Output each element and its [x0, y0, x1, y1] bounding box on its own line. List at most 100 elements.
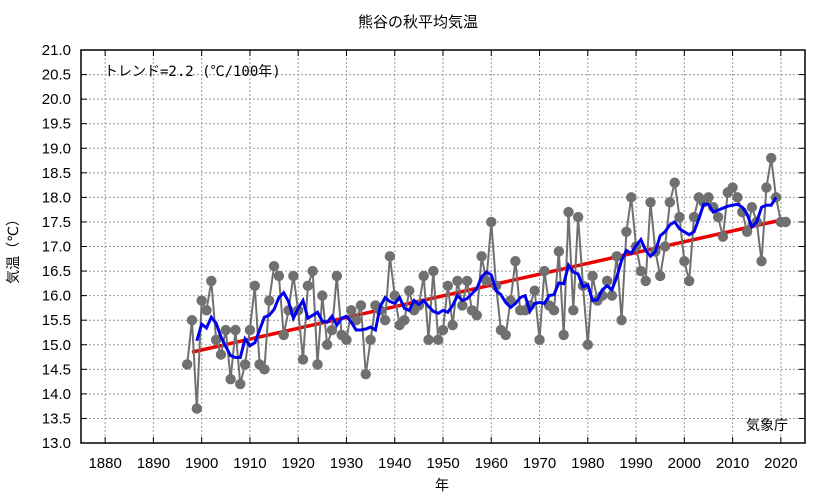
y-tick-label: 15.0 — [42, 337, 71, 354]
annual-point — [341, 334, 352, 346]
annual-point — [288, 270, 299, 282]
annual-point — [626, 192, 637, 203]
annual-point — [404, 285, 415, 296]
annual-point — [442, 280, 454, 291]
annual-point — [326, 324, 338, 336]
annual-point — [249, 280, 260, 291]
annual-point — [321, 339, 333, 350]
y-tick-label: 19.5 — [42, 116, 71, 133]
grid — [81, 50, 805, 443]
annual-point — [582, 339, 593, 350]
annual-point — [640, 275, 651, 287]
annual-point — [259, 364, 270, 375]
annual-point — [741, 226, 753, 237]
annual-point — [476, 251, 487, 262]
annual-point — [679, 256, 690, 267]
y-tick-label: 17.5 — [42, 214, 71, 231]
chart-title: 熊谷の秋平均気温 — [358, 13, 478, 31]
annual-point — [235, 378, 246, 390]
annual-point — [669, 177, 680, 188]
annual-point — [486, 216, 497, 228]
annual-point — [568, 305, 579, 316]
annual-point — [558, 329, 569, 341]
x-tick-label: 2020 — [764, 455, 797, 472]
annual-point — [206, 275, 217, 287]
annual-point — [437, 324, 449, 336]
x-tick-label: 1930 — [330, 455, 363, 472]
annual-point — [423, 334, 434, 346]
annual-point — [239, 359, 251, 370]
plot-frame — [80, 49, 806, 444]
annual-point — [756, 256, 767, 267]
annual-point — [674, 211, 685, 223]
running-mean-series — [195, 196, 778, 359]
annual-point — [481, 275, 492, 287]
annual-point — [230, 324, 241, 336]
trend-annotation: トレンド=2.2 (℃/100年) — [104, 64, 281, 80]
x-axis-title: 年 — [435, 478, 449, 494]
x-tick-label: 1910 — [233, 455, 266, 472]
y-tick-label: 17.0 — [42, 239, 71, 256]
annual-point — [587, 270, 598, 282]
annual-point — [732, 192, 743, 203]
y-tick-label: 16.0 — [42, 288, 71, 305]
y-axis-ticks: 13.0 13.5 14.0 14.5 15.0 15.5 16.0 16.5 17.0 17.5… — [42, 42, 805, 452]
annual-point — [244, 324, 256, 336]
annual-point — [717, 231, 729, 242]
x-tick-label: 1950 — [426, 455, 459, 472]
x-tick-label: 2010 — [716, 455, 749, 472]
annual-point — [457, 300, 468, 311]
annual-point — [210, 334, 222, 346]
y-tick-label: 20.0 — [42, 91, 71, 108]
annual-point — [664, 197, 676, 208]
annual-point — [529, 285, 540, 296]
annual-point — [346, 305, 357, 316]
annual-point — [312, 359, 323, 370]
annual-point — [360, 369, 371, 380]
x-tick-label: 1900 — [185, 455, 218, 472]
annual-point — [186, 314, 198, 326]
y-tick-label: 14.5 — [42, 361, 71, 378]
annual-point — [399, 314, 410, 326]
annual-point — [297, 354, 309, 365]
annual-point — [331, 270, 343, 282]
y-tick-label: 19.0 — [42, 140, 71, 157]
annual-series — [181, 152, 791, 414]
annual-point — [225, 373, 236, 385]
trend-line-segment — [191, 217, 787, 354]
annual-point — [278, 329, 289, 341]
y-tick-label: 18.0 — [42, 189, 71, 206]
annual-point — [273, 270, 285, 282]
annual-point — [635, 265, 647, 277]
annual-point — [471, 310, 482, 321]
annual-point — [688, 211, 700, 223]
annual-point — [220, 324, 231, 336]
x-tick-label: 1920 — [282, 455, 315, 472]
annual-point — [601, 275, 613, 287]
annual-point — [683, 275, 695, 287]
y-tick-label: 16.5 — [42, 263, 71, 280]
y-axis-title: 気温（℃） — [6, 212, 22, 284]
annual-point — [447, 319, 458, 331]
annual-point — [307, 265, 318, 277]
annual-point — [553, 246, 565, 257]
annual-point — [215, 349, 227, 360]
annual-point — [606, 290, 618, 301]
y-tick-label: 21.0 — [42, 42, 71, 59]
credit-label: 気象庁 — [746, 418, 788, 434]
annual-point — [461, 275, 473, 287]
annual-point — [452, 275, 463, 287]
y-tick-label: 15.5 — [42, 312, 71, 329]
annual-point — [761, 182, 772, 193]
running-mean-line — [195, 196, 778, 359]
annual-point — [432, 334, 444, 346]
annual-point — [616, 314, 627, 326]
annual-point — [191, 403, 203, 414]
annual-point — [703, 192, 714, 203]
x-tick-label: 2000 — [668, 455, 701, 472]
annual-point — [510, 256, 521, 267]
x-tick-label: 1940 — [378, 455, 411, 472]
x-tick-label: 1990 — [619, 455, 652, 472]
annual-point — [302, 280, 314, 291]
annual-point — [621, 226, 632, 237]
